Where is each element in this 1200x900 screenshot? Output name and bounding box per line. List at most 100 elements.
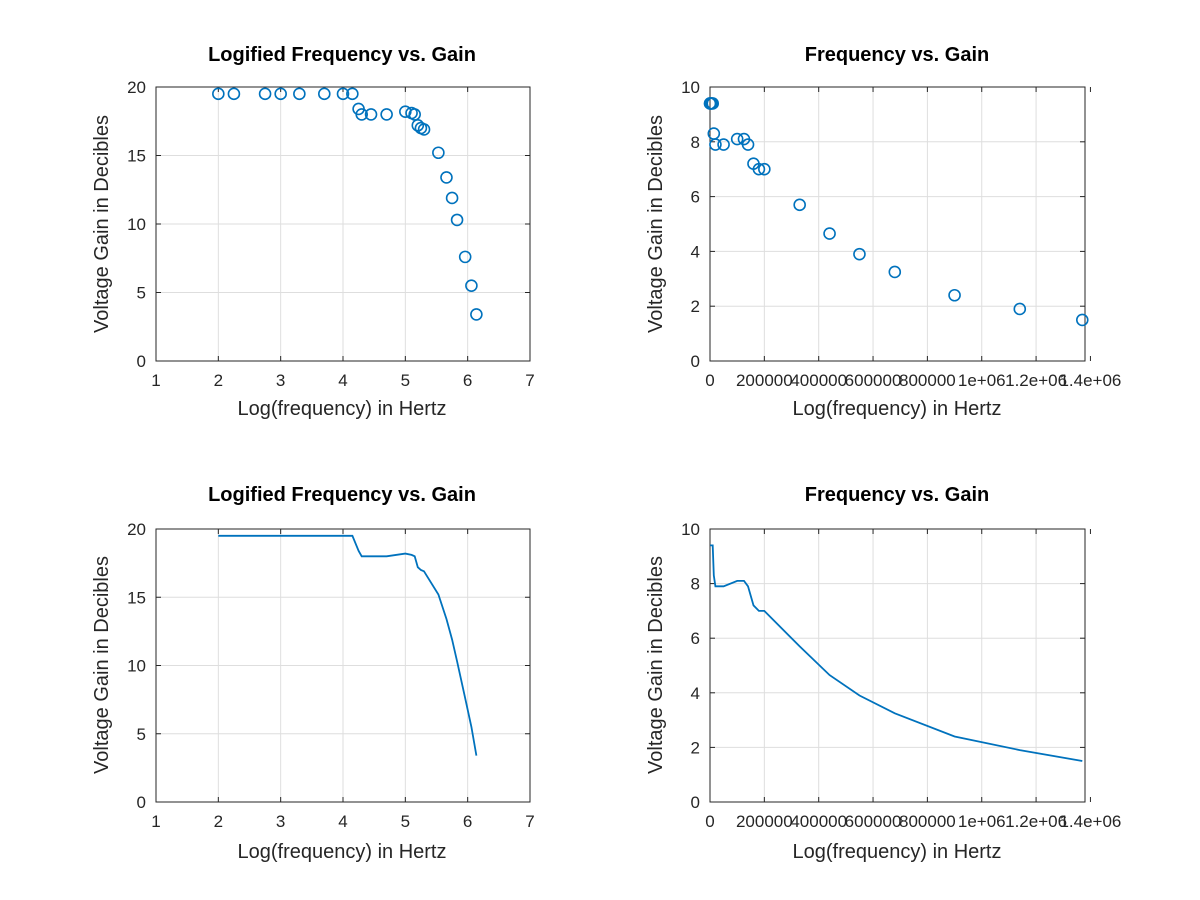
subplot-1: 1 2 3 4 5 6 7 0 5 10 15 20 Logified Frequency vs. G… <box>91 44 535 420</box>
data-point <box>758 162 771 176</box>
y-tick-label: 15 <box>127 588 146 607</box>
data-point <box>355 108 369 121</box>
data-point <box>317 87 331 101</box>
axes-box <box>709 528 1086 803</box>
chart-title: Logified Frequency vs. Gain <box>208 484 476 506</box>
y-tick-label: 10 <box>681 520 700 539</box>
data-point <box>888 265 902 279</box>
data-point <box>258 87 272 101</box>
x-axis-label: Log(frequency) in Hertz <box>238 398 447 420</box>
y-tick-label: 2 <box>691 297 700 316</box>
y-axis-label: Voltage Gain in Decibles <box>91 115 113 333</box>
y-tick-label: 0 <box>137 352 146 371</box>
x-tick-label: 6 <box>463 812 472 831</box>
data-point <box>793 198 806 212</box>
subplot-3: 1 2 3 4 5 6 7 0 5 10 15 20 Logified Frequency vs. G… <box>91 484 535 863</box>
y-tick-label: 10 <box>127 215 146 234</box>
axes: 1 2 3 4 5 6 7 0 5 10 15 20 <box>127 520 535 831</box>
y-tick-label: 5 <box>137 725 146 744</box>
x-tick-label: 1.2e+06 <box>1005 812 1067 831</box>
data-point <box>450 213 464 227</box>
x-tick-label: 1e+06 <box>958 371 1006 390</box>
x-tick-label: 0 <box>705 812 714 831</box>
data-point <box>346 87 359 101</box>
data-point <box>1075 313 1089 327</box>
chart-title: Logified Frequency vs. Gain <box>208 44 476 66</box>
y-tick-label: 0 <box>691 352 700 371</box>
x-tick-label: 3 <box>276 812 285 831</box>
data-point <box>440 171 453 184</box>
data-point <box>274 87 287 101</box>
x-tick-label: 400000 <box>790 812 847 831</box>
x-tick-label: 1 <box>151 812 160 831</box>
x-tick-label: 400000 <box>790 371 847 390</box>
data-point <box>948 288 961 302</box>
y-tick-label: 5 <box>137 284 146 303</box>
x-tick-label: 2 <box>214 371 223 390</box>
y-tick-label: 8 <box>691 133 700 152</box>
x-tick-label: 1.4e+06 <box>1059 371 1121 390</box>
x-tick-label: 1e+06 <box>958 812 1006 831</box>
x-tick-label: 600000 <box>845 812 902 831</box>
data-point <box>470 308 483 321</box>
y-axis-label: Voltage Gain in Decibles <box>91 556 113 774</box>
data-point <box>212 87 225 101</box>
data-point <box>741 138 755 151</box>
y-tick-label: 20 <box>127 78 146 97</box>
x-tick-label: 800000 <box>899 371 956 390</box>
data-point <box>364 108 378 121</box>
data-point <box>823 227 836 240</box>
data-point <box>752 162 766 176</box>
data-point <box>336 87 350 101</box>
x-tick-label: 5 <box>401 812 410 831</box>
y-tick-label: 0 <box>137 793 146 812</box>
y-axis-label: Voltage Gain in Decibles <box>645 115 667 333</box>
data-point <box>1013 302 1027 316</box>
x-tick-label: 4 <box>338 812 347 831</box>
axes: 1 2 3 4 5 6 7 0 5 10 15 20 <box>127 78 535 390</box>
y-tick-label: 4 <box>691 684 700 703</box>
x-tick-label: 6 <box>463 371 472 390</box>
data-point <box>227 87 241 101</box>
x-tick-label: 4 <box>338 371 347 390</box>
x-tick-label: 1 <box>151 371 160 390</box>
y-tick-label: 10 <box>681 78 700 97</box>
data-point <box>417 123 431 136</box>
chart-title: Frequency vs. Gain <box>805 484 990 506</box>
x-tick-label: 200000 <box>736 812 793 831</box>
data-point <box>445 191 459 205</box>
chart-title: Frequency vs. Gain <box>805 44 990 66</box>
y-tick-label: 8 <box>691 575 700 594</box>
x-tick-label: 0 <box>705 371 714 390</box>
x-tick-label: 800000 <box>899 812 956 831</box>
x-axis-label: Log(frequency) in Hertz <box>793 398 1002 420</box>
series-line <box>218 534 478 756</box>
y-tick-label: 20 <box>127 520 146 539</box>
x-tick-label: 7 <box>525 371 534 390</box>
x-axis-label: Log(frequency) in Hertz <box>793 841 1002 863</box>
data-point <box>411 119 425 132</box>
x-tick-label: 200000 <box>736 371 793 390</box>
x-tick-label: 1.2e+06 <box>1005 371 1067 390</box>
x-tick-label: 5 <box>401 371 410 390</box>
data-point <box>853 247 866 261</box>
y-tick-label: 15 <box>127 147 146 166</box>
y-tick-label: 6 <box>691 188 700 207</box>
x-axis-label: Log(frequency) in Hertz <box>238 841 447 863</box>
x-tick-label: 3 <box>276 371 285 390</box>
x-tick-label: 2 <box>214 812 223 831</box>
y-tick-label: 0 <box>691 793 700 812</box>
data-point <box>709 138 722 151</box>
data-point <box>458 250 472 264</box>
y-tick-label: 4 <box>691 242 700 261</box>
axes-box <box>709 86 1086 362</box>
data-point <box>380 108 393 121</box>
data-point <box>717 138 730 151</box>
data-point <box>706 97 720 110</box>
x-tick-label: 600000 <box>845 371 902 390</box>
y-tick-label: 6 <box>691 629 700 648</box>
